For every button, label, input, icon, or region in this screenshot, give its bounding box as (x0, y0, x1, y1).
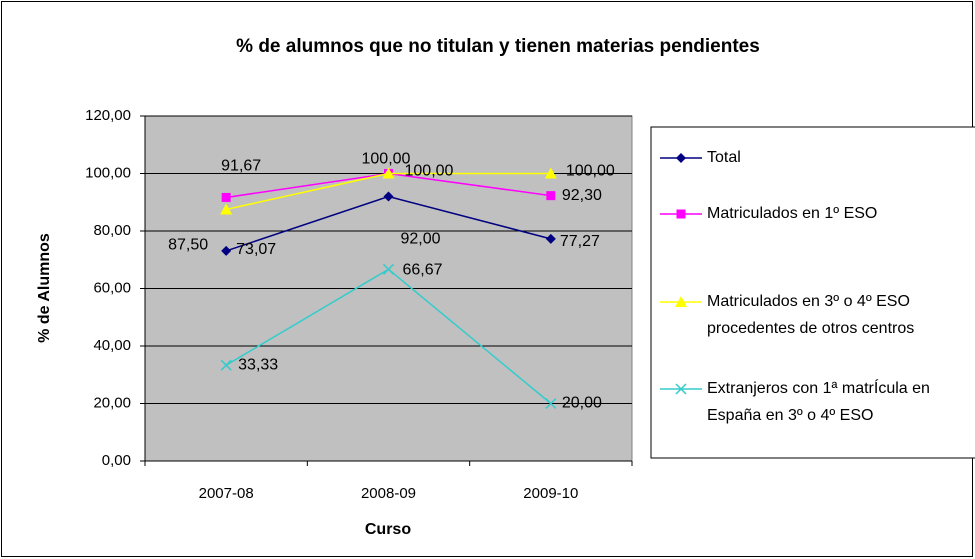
marker (221, 245, 232, 256)
marker (675, 383, 687, 395)
y-tick-label: 40,00 (93, 337, 131, 354)
legend-label: Matriculados en 1º ESO (707, 205, 878, 222)
marker (675, 296, 687, 307)
data-label: 91,67 (221, 158, 261, 175)
marker (220, 203, 233, 215)
marker (382, 263, 395, 275)
marker (544, 167, 557, 179)
y-tick-label: 60,00 (93, 279, 131, 296)
data-label: 100,00 (405, 163, 454, 180)
x-tick-label: 2008-09 (361, 485, 416, 502)
data-label: 20,00 (562, 395, 602, 412)
series (221, 191, 556, 256)
data-label: 73,07 (236, 241, 276, 258)
marker (676, 209, 686, 219)
legend-label: Extranjeros con 1ª matrÍcula en España e… (707, 380, 930, 424)
data-label: 77,27 (560, 233, 600, 250)
marker (221, 192, 231, 202)
data-label: 100,00 (566, 163, 615, 180)
data-label: 87,50 (168, 237, 208, 254)
marker (545, 397, 557, 410)
y-tick-label: 120,00 (85, 107, 131, 124)
x-axis-label: Curso (365, 521, 411, 538)
marker (546, 191, 556, 201)
x-tick-label: 2009-10 (523, 485, 578, 502)
y-tick-label: 20,00 (93, 394, 131, 411)
series (220, 167, 557, 215)
marker (545, 233, 556, 244)
series (220, 263, 557, 410)
y-axis-label: % de Alumnos (36, 233, 53, 343)
legend-label: Total (707, 149, 741, 166)
data-label: 100,00 (362, 151, 411, 168)
legend-label: Matriculados en 3º o 4º ESO procedentes … (707, 293, 915, 337)
marker (220, 359, 232, 371)
marker (676, 153, 686, 163)
data-label: 33,33 (238, 356, 278, 373)
marker (382, 167, 395, 179)
data-label: 66,67 (403, 262, 443, 279)
y-tick-label: 100,00 (85, 164, 131, 181)
data-label: 92,00 (401, 231, 441, 248)
y-tick-label: 0,00 (102, 452, 131, 469)
chart-title: % de alumnos que no titulan y tienen mat… (236, 36, 760, 57)
y-tick-label: 80,00 (93, 222, 131, 239)
data-label: 92,30 (562, 187, 602, 204)
x-tick-label: 2007-08 (199, 485, 254, 502)
legend-box (650, 126, 975, 459)
marker (383, 191, 394, 202)
